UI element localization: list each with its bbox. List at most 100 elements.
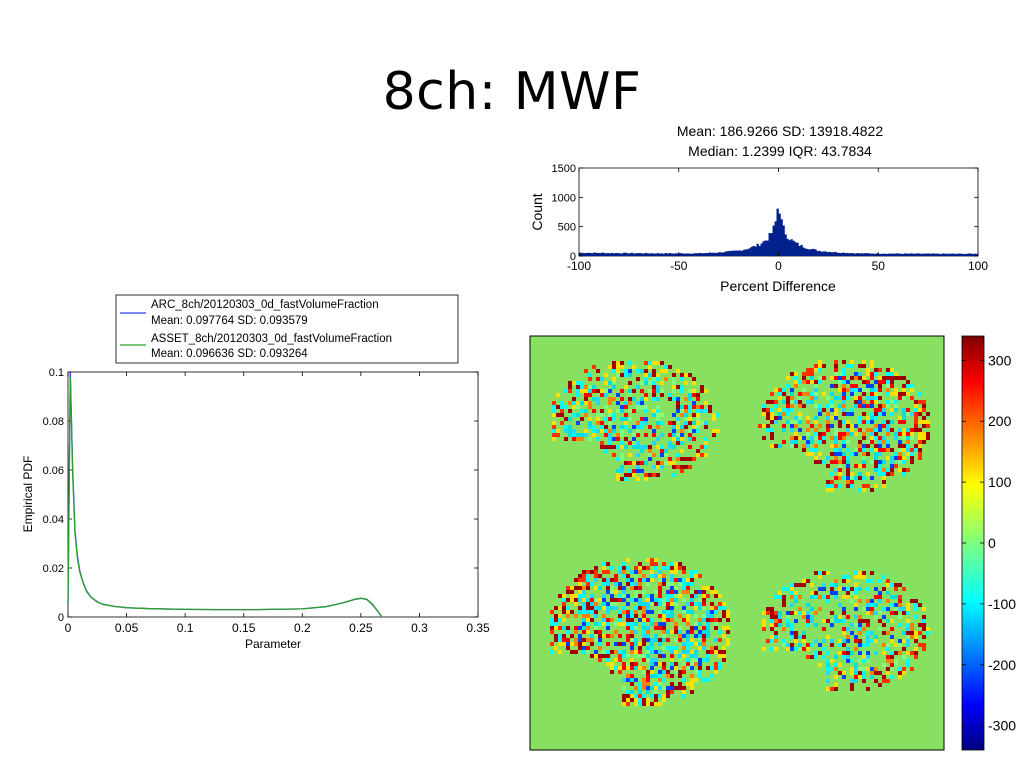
brain-voxel	[910, 448, 914, 452]
brain-voxel	[650, 578, 654, 582]
brain-voxel	[918, 456, 922, 460]
brain-voxel	[722, 650, 726, 654]
brain-voxel	[774, 619, 778, 623]
brain-voxel	[644, 409, 648, 413]
brain-voxel	[822, 647, 826, 651]
hist-bar	[804, 248, 807, 256]
brain-voxel	[910, 460, 914, 464]
brain-voxel	[650, 598, 654, 602]
brain-voxel	[902, 472, 906, 476]
brain-voxel	[712, 433, 716, 437]
brain-voxel	[598, 622, 602, 626]
brain-voxel	[578, 598, 582, 602]
brain-voxel	[630, 658, 634, 662]
hist-bar	[952, 253, 955, 256]
brain-voxel	[862, 627, 866, 631]
brain-voxel	[810, 615, 814, 619]
brain-voxel	[870, 611, 874, 615]
brain-voxel	[674, 566, 678, 570]
brain-voxel	[922, 615, 926, 619]
brain-voxel	[584, 393, 588, 397]
brain-voxel	[568, 425, 572, 429]
brain-voxel	[634, 662, 638, 666]
brain-voxel	[598, 646, 602, 650]
brain-voxel	[798, 404, 802, 408]
brain-voxel	[918, 428, 922, 432]
brain-voxel	[842, 675, 846, 679]
brain-voxel	[642, 698, 646, 702]
brain-voxel	[604, 449, 608, 453]
brain-voxel	[628, 373, 632, 377]
hist-y-tick-label: 0	[570, 251, 576, 263]
brain-voxel	[654, 650, 658, 654]
brain-voxel	[696, 397, 700, 401]
brain-voxel	[572, 413, 576, 417]
brain-voxel	[648, 365, 652, 369]
brain-voxel	[552, 421, 556, 425]
brain-voxel	[588, 393, 592, 397]
brain-voxel	[624, 461, 628, 465]
brain-voxel	[870, 372, 874, 376]
hist-bar	[808, 249, 811, 256]
brain-voxel	[866, 444, 870, 448]
brain-voxel	[718, 602, 722, 606]
brain-voxel	[600, 445, 604, 449]
brain-voxel	[626, 654, 630, 658]
brain-voxel	[690, 594, 694, 598]
brain-voxel	[660, 449, 664, 453]
brain-voxel	[850, 360, 854, 364]
brain-voxel	[854, 392, 858, 396]
brain-voxel	[846, 428, 850, 432]
brain-voxel	[774, 635, 778, 639]
brain-voxel	[604, 373, 608, 377]
brain-voxel	[588, 385, 592, 389]
brain-voxel	[706, 678, 710, 682]
brain-voxel	[774, 615, 778, 619]
brain-voxel	[696, 453, 700, 457]
brain-voxel	[584, 409, 588, 413]
hist-bar	[682, 253, 686, 256]
hist-bar	[918, 253, 921, 256]
brain-voxel	[600, 425, 604, 429]
brain-voxel	[712, 429, 716, 433]
brain-voxel	[630, 622, 634, 626]
brain-voxel	[870, 396, 874, 400]
brain-voxel	[834, 408, 838, 412]
brain-voxel	[858, 440, 862, 444]
brain-voxel	[628, 429, 632, 433]
brain-voxel	[810, 448, 814, 452]
pdf-y-tick-label: 0.1	[49, 367, 64, 379]
brain-voxel	[918, 420, 922, 424]
brain-voxel	[826, 687, 830, 691]
brain-voxel	[882, 460, 886, 464]
brain-voxel	[882, 651, 886, 655]
brain-voxel	[680, 425, 684, 429]
brain-voxel	[834, 448, 838, 452]
brain-voxel	[786, 384, 790, 388]
brain-voxel	[722, 646, 726, 650]
brain-voxel	[550, 650, 554, 654]
brain-voxel	[826, 420, 830, 424]
hist-bar	[612, 253, 616, 256]
brain-voxel	[842, 595, 846, 599]
brain-voxel	[552, 409, 556, 413]
brain-voxel	[906, 611, 910, 615]
brain-voxel	[718, 594, 722, 598]
hist-bar	[928, 253, 931, 256]
brain-voxel	[834, 683, 838, 687]
brain-voxel	[704, 441, 708, 445]
brain-voxel	[670, 586, 674, 590]
brain-voxel	[802, 372, 806, 376]
hist-bar	[708, 252, 711, 256]
brain-voxel	[678, 562, 682, 566]
brain-voxel	[774, 647, 778, 651]
brain-voxel	[890, 675, 894, 679]
pdf-series-lines	[67, 371, 383, 618]
brain-voxel	[686, 682, 690, 686]
hist-bar	[764, 240, 767, 256]
brain-voxel	[700, 405, 704, 409]
brain-voxel	[590, 582, 594, 586]
brain-voxel	[794, 420, 798, 424]
brain-voxel	[814, 404, 818, 408]
